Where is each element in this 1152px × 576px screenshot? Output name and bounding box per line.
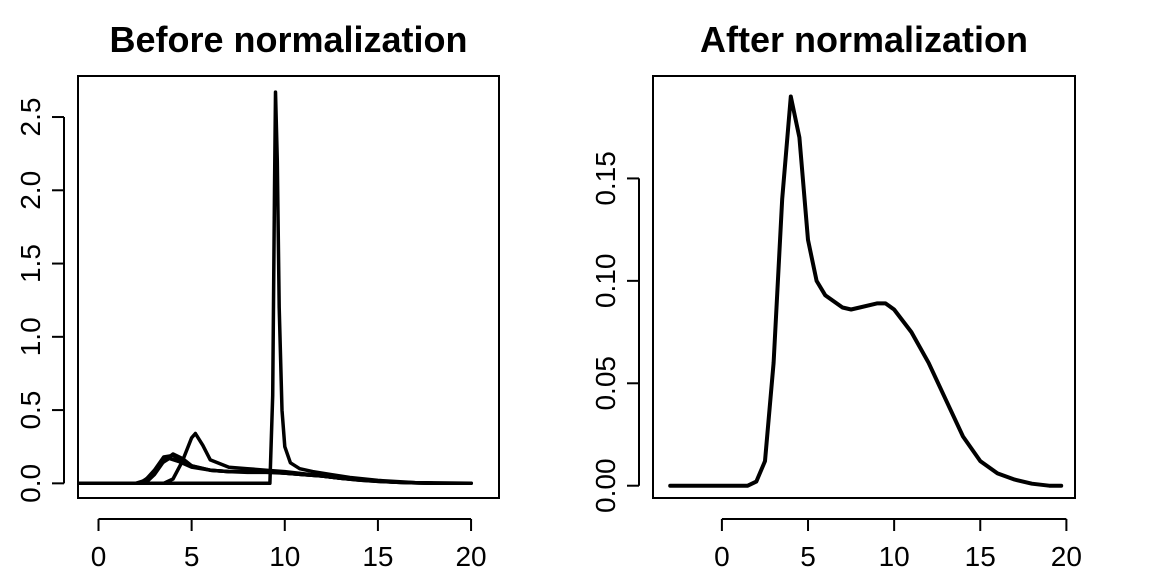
y-tick-label: 1.5 [15, 244, 46, 283]
x-tick-label: 20 [455, 541, 486, 572]
density-line [78, 452, 473, 486]
y-tick-label: 0.5 [15, 391, 46, 430]
after-normalization-panel: After normalization 0 5 10 15 20 0.00 0.05 0.10 0… [590, 19, 1082, 572]
y-tick-label: 0.15 [590, 151, 621, 206]
plot-frame [652, 75, 1076, 499]
chart-title: After normalization [700, 19, 1028, 60]
x-tick-label: 20 [1051, 541, 1082, 572]
y-tick-label: 0.0 [15, 464, 46, 503]
y-tick-label: 1.0 [15, 317, 46, 356]
x-tick-label: 5 [184, 541, 200, 572]
plot-frame [77, 75, 500, 499]
x-tick-label: 15 [362, 541, 393, 572]
chart-title: Before normalization [109, 19, 467, 60]
y-tick-label: 0.00 [590, 458, 621, 513]
x-tick-label: 0 [714, 541, 730, 572]
y-tick-label: 0.05 [590, 356, 621, 411]
density-line [78, 431, 473, 486]
x-tick-label: 15 [965, 541, 996, 572]
density-line [668, 94, 1064, 488]
x-tick-label: 10 [269, 541, 300, 572]
y-tick-label: 0.10 [590, 254, 621, 309]
y-tick-label: 2.0 [15, 171, 46, 210]
x-tick-label: 5 [800, 541, 816, 572]
density-line [78, 90, 473, 486]
y-tick-label: 2.5 [15, 98, 46, 137]
x-tick-label: 0 [91, 541, 107, 572]
before-normalization-panel: Before normalization 0 5 10 15 20 0.0 0.5 1.0 1.5… [15, 19, 500, 572]
x-tick-label: 10 [879, 541, 910, 572]
